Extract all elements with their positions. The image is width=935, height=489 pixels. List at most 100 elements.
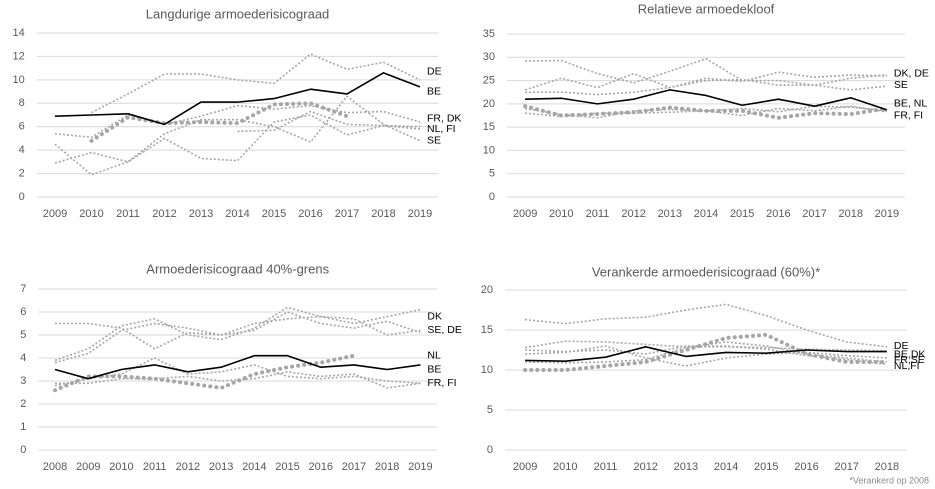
x-tick-label: 2011: [586, 208, 610, 220]
y-tick-label: 15: [481, 324, 493, 336]
line-label: SE: [894, 79, 908, 91]
x-tick-label: 2009: [43, 208, 67, 220]
y-tick-label: 12: [13, 50, 25, 62]
x-tick-label: 2016: [308, 461, 332, 473]
y-tick-label: 30: [483, 51, 495, 63]
line-label: BE: [427, 85, 441, 97]
series-line: [523, 332, 889, 372]
x-tick-label: 2016: [298, 208, 322, 220]
x-tick-label: 2019: [408, 208, 432, 220]
series-line: [525, 341, 887, 364]
series-line: [54, 357, 421, 387]
series-line: [54, 114, 421, 176]
line-label: NL, FI: [427, 123, 456, 135]
x-tick-label: 2019: [408, 461, 432, 473]
y-tick-label: 5: [20, 329, 26, 341]
line-label: FR, FI: [427, 377, 456, 389]
series-line: [55, 371, 421, 389]
chart-title: Armoederisicograad 40%-grens: [146, 261, 329, 276]
x-tick-label: 2010: [549, 208, 573, 220]
series-line: [237, 110, 421, 133]
x-tick-label: 2015: [275, 461, 299, 473]
y-tick-label: 1: [20, 421, 26, 433]
x-tick-label: 2013: [209, 461, 233, 473]
x-tick-label: 2012: [152, 208, 176, 220]
x-tick-label: 2008: [43, 461, 67, 473]
chart-title: Relatieve armoedekloof: [638, 1, 775, 16]
x-tick-label: 2015: [730, 208, 754, 220]
y-tick-label: 2: [19, 167, 25, 179]
line-label: BE, NL: [894, 98, 927, 110]
series-line: [525, 78, 887, 96]
footnote: *Verankerd op 2008: [849, 475, 929, 485]
y-tick-label: 6: [19, 121, 25, 133]
x-tick-label: 2011: [143, 461, 167, 473]
line-label: NL: [427, 349, 441, 361]
series-line: [525, 345, 887, 367]
series-line: [525, 89, 888, 111]
y-tick-label: 6: [20, 306, 26, 318]
line-label: DK: [427, 310, 442, 322]
series-line: [54, 104, 421, 139]
x-tick-label: 2014: [225, 208, 249, 220]
y-tick-label: 5: [487, 404, 493, 416]
y-tick-label: 35: [483, 28, 495, 40]
series-line: [54, 306, 421, 362]
x-tick-label: 2017: [335, 208, 359, 220]
line-label: NL,FI: [894, 360, 920, 372]
x-tick-label: 2014: [694, 208, 718, 220]
line-label: FR, DK: [427, 112, 461, 124]
series-line: [53, 353, 356, 393]
y-tick-label: 7: [20, 283, 26, 295]
y-tick-label: 4: [20, 352, 26, 364]
series-line: [54, 72, 421, 126]
series-line: [91, 53, 421, 114]
series-line: [524, 71, 887, 91]
x-tick-label: 2017: [802, 208, 826, 220]
series-line: [525, 303, 887, 348]
x-tick-label: 2017: [342, 461, 366, 473]
x-tick-label: 2010: [109, 461, 133, 473]
x-tick-label: 2016: [766, 208, 790, 220]
x-tick-label: 2013: [674, 461, 698, 473]
chart-title: Verankerde armoederisicograad (60%)*: [592, 264, 820, 279]
x-tick-label: 2009: [513, 208, 537, 220]
x-tick-label: 2013: [658, 208, 682, 220]
x-tick-label: 2012: [621, 208, 645, 220]
y-tick-label: 0: [487, 444, 493, 456]
y-tick-label: 0: [19, 191, 25, 203]
series-line: [89, 101, 349, 143]
line-label: DE: [427, 65, 442, 77]
y-tick-label: 20: [481, 284, 493, 296]
line-label: BE,DK: [894, 349, 926, 361]
series-line: [523, 104, 889, 120]
x-tick-label: 2017: [834, 461, 858, 473]
y-tick-label: 10: [13, 74, 25, 86]
line-label: FR,SE: [894, 354, 925, 366]
y-tick-label: 5: [489, 168, 495, 180]
x-tick-label: 2018: [375, 461, 399, 473]
x-tick-label: 2009: [76, 461, 100, 473]
y-tick-label: 10: [481, 364, 493, 376]
x-tick-label: 2014: [714, 461, 738, 473]
y-tick-label: 10: [483, 144, 495, 156]
line-label: DK, DE: [894, 67, 929, 79]
y-tick-label: 15: [483, 121, 495, 133]
y-tick-label: 4: [19, 144, 25, 156]
x-tick-label: 2011: [594, 461, 618, 473]
line-label: SE, DE: [427, 324, 461, 336]
line-label: BE: [427, 363, 441, 375]
y-tick-label: 2: [20, 398, 26, 410]
x-tick-label: 2012: [633, 461, 657, 473]
x-tick-label: 2015: [262, 208, 286, 220]
line-label: FR, FI: [894, 109, 923, 121]
y-tick-label: 25: [483, 74, 495, 86]
series-line: [54, 311, 421, 364]
x-tick-label: 2018: [838, 208, 862, 220]
x-tick-label: 2014: [242, 461, 266, 473]
series-line: [55, 315, 421, 350]
x-tick-label: 2019: [875, 208, 899, 220]
x-tick-label: 2011: [116, 208, 140, 220]
x-tick-label: 2010: [79, 208, 103, 220]
